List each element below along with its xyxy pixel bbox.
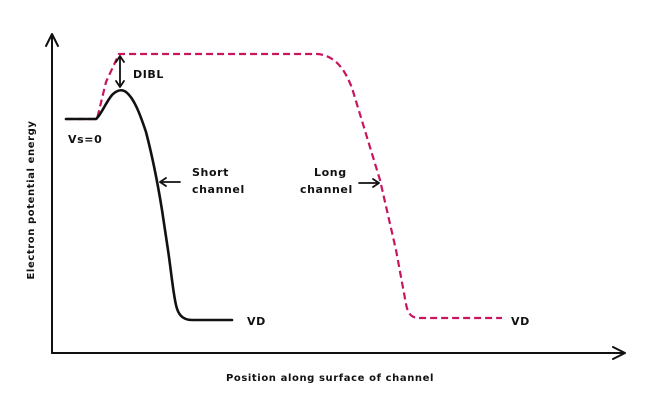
vs-label: Vs=0: [68, 133, 102, 146]
x-axis-arrowhead: [612, 346, 626, 360]
y-axis-label: Electron potential energy: [26, 120, 37, 279]
dibl-label: DIBL: [133, 68, 164, 81]
vd-short-label: VD: [247, 315, 266, 328]
short-channel-arrow-head: [159, 177, 167, 187]
short-channel-curve: [64, 89, 234, 322]
long-channel-arrow-head: [372, 178, 380, 188]
dibl-arrow-head-bottom: [115, 80, 125, 88]
y-axis-arrowhead: [45, 33, 59, 47]
long-channel-label-line1: Long: [314, 166, 347, 179]
long-channel-curve: [66, 52, 502, 320]
short-channel-label-line1: Short: [192, 166, 229, 179]
long-channel-label-line2: channel: [300, 183, 353, 196]
short-channel-label-line2: channel: [192, 183, 245, 196]
vd-long-label: VD: [511, 315, 530, 328]
dibl-arrow-head-top: [115, 55, 125, 63]
x-axis-label: Position along surface of channel: [226, 373, 434, 384]
